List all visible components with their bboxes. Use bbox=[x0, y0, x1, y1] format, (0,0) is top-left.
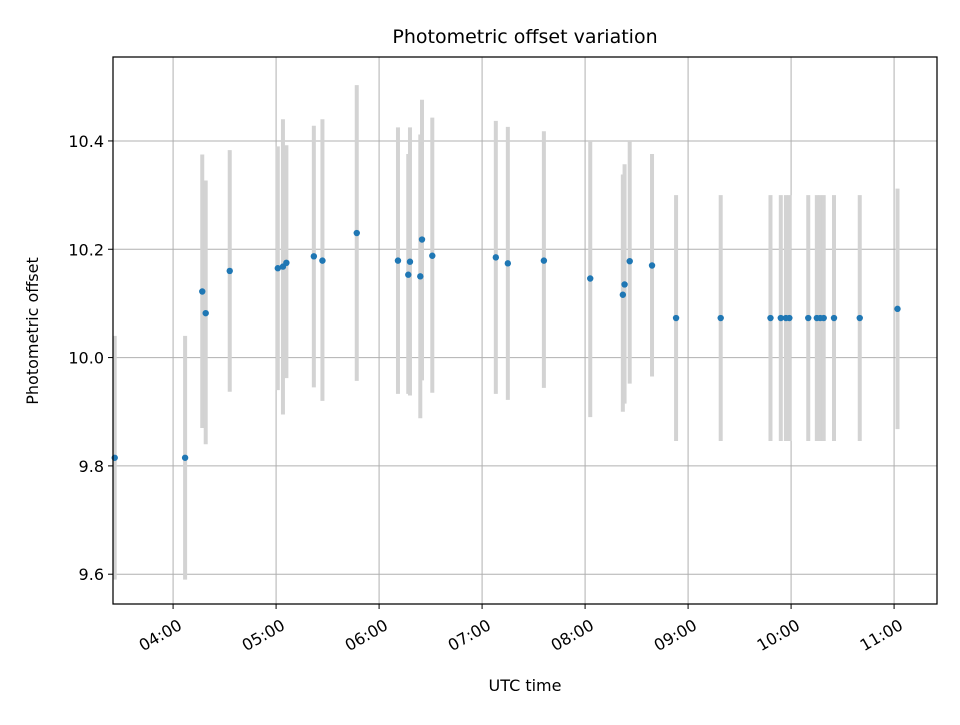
data-point bbox=[429, 252, 436, 259]
data-point bbox=[540, 257, 548, 264]
data-point bbox=[405, 271, 412, 278]
y-tick-label: 10.0 bbox=[68, 349, 104, 368]
data-point bbox=[648, 262, 656, 269]
data-point bbox=[353, 229, 360, 237]
data-point bbox=[417, 273, 424, 280]
data-point bbox=[621, 281, 628, 288]
data-point bbox=[226, 267, 233, 275]
data-point bbox=[283, 259, 290, 267]
data-point bbox=[394, 257, 402, 264]
y-tick-label: 9.8 bbox=[79, 457, 104, 476]
data-point bbox=[672, 314, 680, 322]
y-tick-label: 10.4 bbox=[68, 132, 104, 151]
data-point bbox=[418, 236, 426, 243]
data-point bbox=[619, 291, 627, 298]
data-point bbox=[894, 305, 901, 313]
y-tick-label: 10.2 bbox=[68, 240, 104, 259]
data-point bbox=[626, 257, 633, 265]
data-point bbox=[587, 275, 594, 282]
data-point bbox=[492, 254, 500, 261]
data-point bbox=[830, 314, 838, 322]
x-axis-label: UTC time bbox=[489, 676, 562, 695]
point-layer bbox=[111, 229, 901, 461]
y-axis-label: Photometric offset bbox=[23, 257, 42, 405]
data-point bbox=[274, 265, 281, 272]
data-point bbox=[181, 454, 189, 461]
y-tick-label: 9.6 bbox=[79, 565, 104, 584]
data-point bbox=[406, 258, 414, 265]
data-point bbox=[820, 314, 827, 322]
data-point bbox=[717, 314, 724, 322]
data-point bbox=[202, 309, 209, 317]
data-point bbox=[310, 253, 318, 260]
data-point bbox=[767, 314, 774, 322]
data-point bbox=[805, 314, 812, 322]
data-point bbox=[504, 260, 512, 267]
data-point bbox=[777, 314, 784, 322]
data-point bbox=[856, 314, 863, 322]
plot-frame bbox=[112, 56, 938, 605]
data-point bbox=[786, 314, 793, 322]
data-point bbox=[199, 288, 206, 295]
chart-title: Photometric offset variation bbox=[392, 26, 657, 48]
data-point bbox=[319, 257, 326, 264]
